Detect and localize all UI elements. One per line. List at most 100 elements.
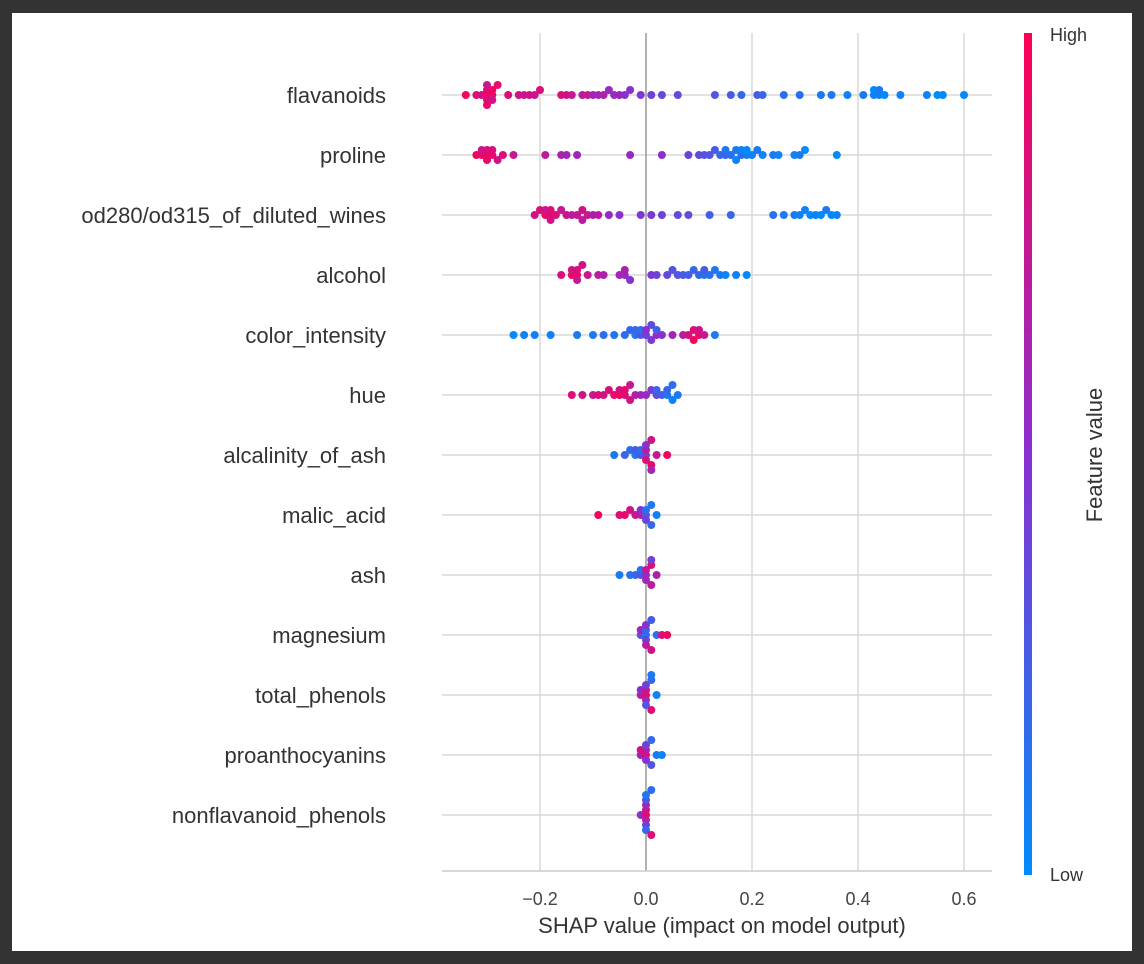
shap-point	[843, 91, 852, 99]
x-tick-label: 0.2	[739, 889, 764, 909]
shap-point	[642, 756, 650, 764]
shap-point	[822, 206, 831, 214]
shap-point	[742, 271, 751, 279]
feature-label: malic_acid	[282, 503, 386, 528]
colorbar-low-label: Low	[1050, 865, 1084, 885]
shap-point	[615, 571, 624, 579]
shap-point	[705, 211, 714, 219]
shap-point	[483, 81, 491, 89]
shap-point	[663, 271, 672, 279]
shap-point	[488, 86, 497, 94]
colorbar-high-label: High	[1050, 25, 1087, 45]
shap-point	[668, 331, 677, 339]
feature-label: proline	[320, 143, 386, 168]
shap-point	[642, 456, 650, 464]
shap-point	[546, 216, 555, 224]
shap-point	[705, 271, 714, 279]
shap-point	[832, 211, 841, 219]
shap-point	[498, 151, 507, 159]
shap-point	[647, 521, 656, 529]
x-tick-label: 0.4	[845, 889, 870, 909]
feature-label: ash	[351, 563, 386, 588]
shap-point	[779, 91, 788, 99]
shap-summary-chart: flavanoids proline od280/od315_of_diluted_…	[81, 25, 1107, 938]
shap-point	[626, 86, 635, 94]
shap-point	[896, 91, 905, 99]
shap-point	[748, 151, 756, 159]
shap-point	[599, 391, 608, 399]
shap-point	[530, 91, 539, 99]
shap-point	[578, 261, 587, 269]
shap-point	[769, 211, 778, 219]
shap-point	[599, 91, 608, 99]
feature-labels: flavanoids proline od280/od315_of_diluted_…	[81, 83, 386, 828]
shap-point	[541, 151, 550, 159]
shap-point	[578, 206, 587, 214]
shap-point	[604, 386, 613, 394]
feature-label: color_intensity	[245, 323, 386, 348]
shap-point	[689, 336, 698, 344]
shap-point	[663, 386, 672, 394]
shap-point	[673, 391, 682, 399]
colorbar-gradient	[1024, 33, 1032, 875]
shap-point	[875, 86, 884, 94]
feature-label: magnesium	[272, 623, 386, 648]
shap-point	[589, 331, 597, 339]
shap-point	[573, 331, 582, 339]
shap-point	[742, 146, 751, 154]
shap-point	[567, 91, 576, 99]
shap-point	[567, 391, 576, 399]
shap-point	[700, 266, 709, 274]
shap-point	[610, 331, 619, 339]
shap-point	[604, 86, 613, 94]
shap-point	[573, 151, 582, 159]
feature-label: od280/od315_of_diluted_wines	[81, 203, 386, 228]
shap-point	[626, 151, 635, 159]
shap-point	[642, 576, 650, 584]
shap-point	[938, 91, 947, 99]
shap-point	[562, 151, 571, 159]
shap-point	[520, 331, 529, 339]
shap-point	[663, 631, 672, 639]
shap-point	[610, 451, 619, 459]
shap-point	[657, 331, 666, 339]
shap-point	[642, 516, 650, 524]
shap-point	[642, 326, 650, 334]
x-tick-label: −0.2	[522, 889, 558, 909]
shap-point	[599, 331, 608, 339]
feature-label: proanthocyanins	[225, 743, 386, 768]
shap-point	[689, 266, 698, 274]
shap-point	[922, 91, 931, 99]
shap-point	[620, 91, 629, 99]
shap-point	[647, 581, 656, 589]
shap-point	[652, 386, 661, 394]
shap-point	[546, 331, 555, 339]
shap-point	[536, 86, 544, 94]
shap-point	[732, 271, 741, 279]
shap-point	[652, 691, 661, 699]
shap-point	[483, 101, 491, 109]
shap-point	[647, 466, 656, 474]
shap-point	[578, 391, 587, 399]
shap-point	[647, 616, 656, 624]
shap-point	[684, 211, 693, 219]
shap-point	[647, 831, 656, 839]
shap-point	[642, 791, 650, 799]
shap-point	[774, 151, 783, 159]
shap-point	[504, 91, 513, 99]
shap-point	[488, 96, 497, 104]
shap-point	[647, 211, 656, 219]
shap-point	[795, 211, 804, 219]
shap-point	[657, 211, 666, 219]
shap-point	[721, 146, 730, 154]
shap-point	[832, 151, 841, 159]
shap-point	[647, 671, 656, 679]
shap-point	[758, 91, 767, 99]
x-tick-label: 0.6	[951, 889, 976, 909]
shap-point	[737, 91, 746, 99]
shap-point	[668, 266, 677, 274]
shap-point	[647, 321, 656, 329]
shap-point	[620, 386, 629, 394]
shap-point	[647, 501, 656, 509]
shap-point	[642, 566, 650, 574]
